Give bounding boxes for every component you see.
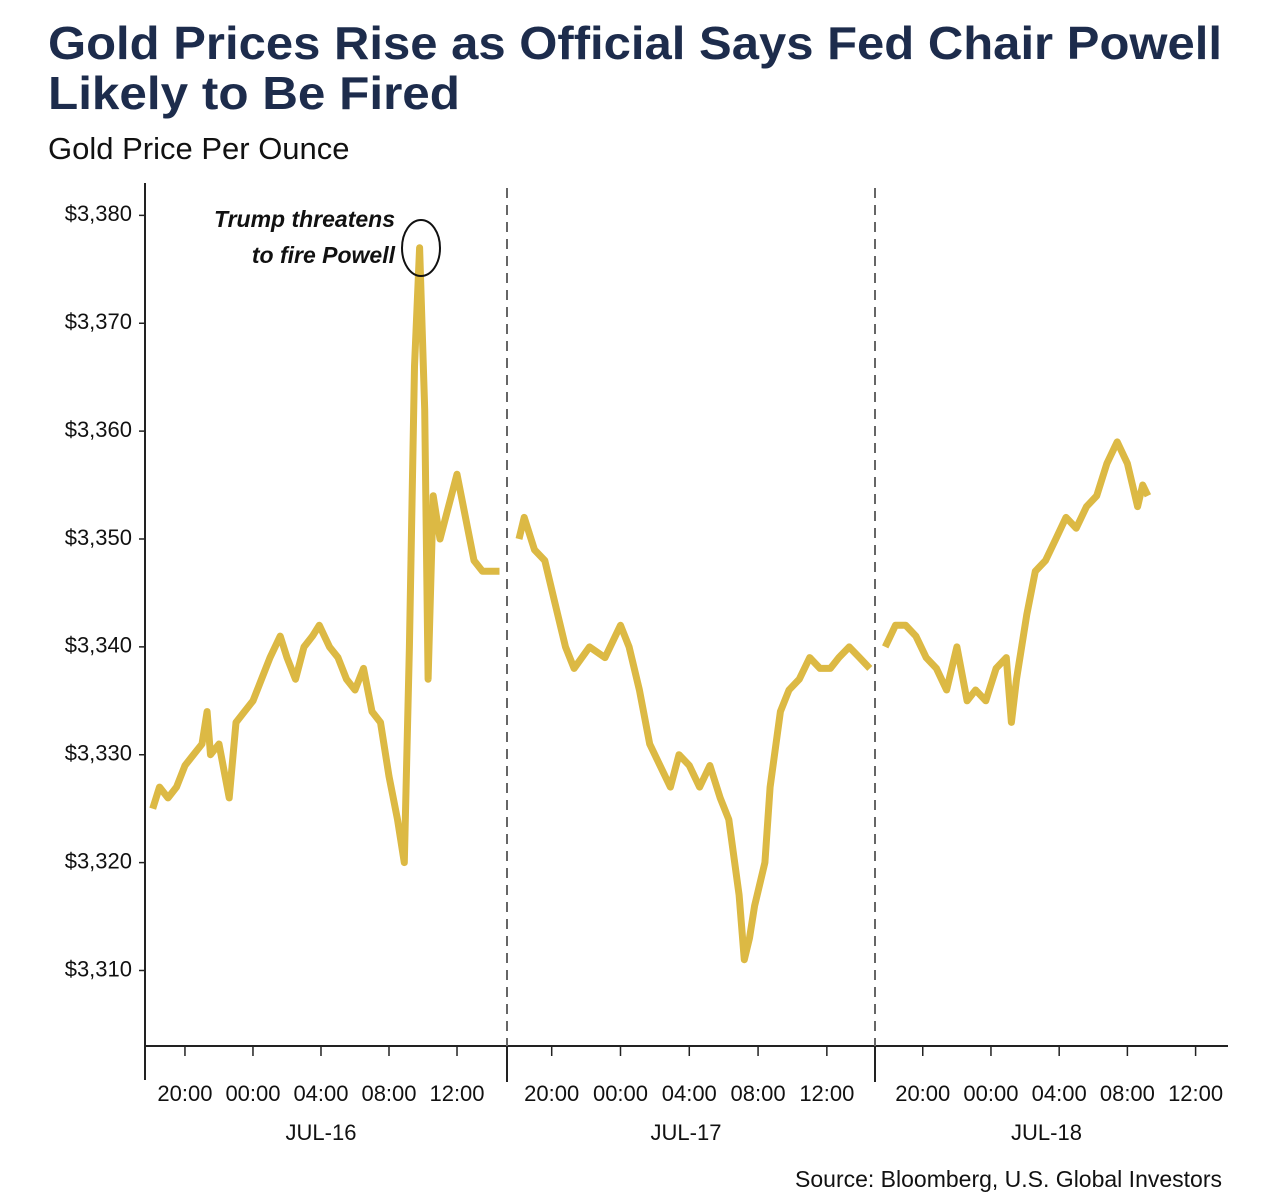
day-label: JUL-18 [1011, 1120, 1082, 1145]
x-tick-label: 04:00 [662, 1081, 717, 1106]
price-line [882, 438, 1152, 726]
source-note: Source: Bloomberg, U.S. Global Investors [795, 1166, 1222, 1192]
x-tick-label: 00:00 [593, 1081, 648, 1106]
y-tick-label: $3,370 [65, 309, 132, 334]
y-tick-label: $3,360 [65, 417, 132, 442]
annotation: Trump threatens [214, 206, 395, 232]
x-tick-label: 20:00 [895, 1081, 950, 1106]
x-tick-label: 20:00 [157, 1081, 212, 1106]
x-tick-label: 08:00 [1100, 1081, 1155, 1106]
x-tick-label: 04:00 [293, 1081, 348, 1106]
x-tick-label: 20:00 [524, 1081, 579, 1106]
chart-subtitle: Gold Price Per Ounce [48, 131, 350, 166]
x-tick-label: 12:00 [1168, 1081, 1223, 1106]
x-tick-label: 12:00 [799, 1081, 854, 1106]
chart-title: Gold Prices Rise as Official Says Fed Ch… [48, 17, 1222, 69]
y-tick-label: $3,340 [65, 633, 132, 658]
y-tick-label: $3,330 [65, 741, 132, 766]
y-tick-label: $3,350 [65, 525, 132, 550]
y-tick-label: $3,320 [65, 848, 132, 873]
x-tick-label: 12:00 [429, 1081, 484, 1106]
x-tick-label: 00:00 [225, 1081, 280, 1106]
annotation: to fire Powell [252, 242, 396, 268]
y-tick-label: $3,380 [65, 201, 132, 226]
day-label: JUL-17 [651, 1120, 722, 1145]
y-tick-label: $3,310 [65, 956, 132, 981]
x-tick-label: 08:00 [361, 1081, 416, 1106]
x-tick-label: 08:00 [731, 1081, 786, 1106]
price-line [149, 244, 500, 867]
x-tick-label: 04:00 [1032, 1081, 1087, 1106]
chart-title: Likely to Be Fired [48, 67, 460, 119]
x-tick-label: 00:00 [963, 1081, 1018, 1106]
day-label: JUL-16 [286, 1120, 357, 1145]
annotation-circle [401, 219, 441, 277]
price-line [515, 513, 873, 964]
